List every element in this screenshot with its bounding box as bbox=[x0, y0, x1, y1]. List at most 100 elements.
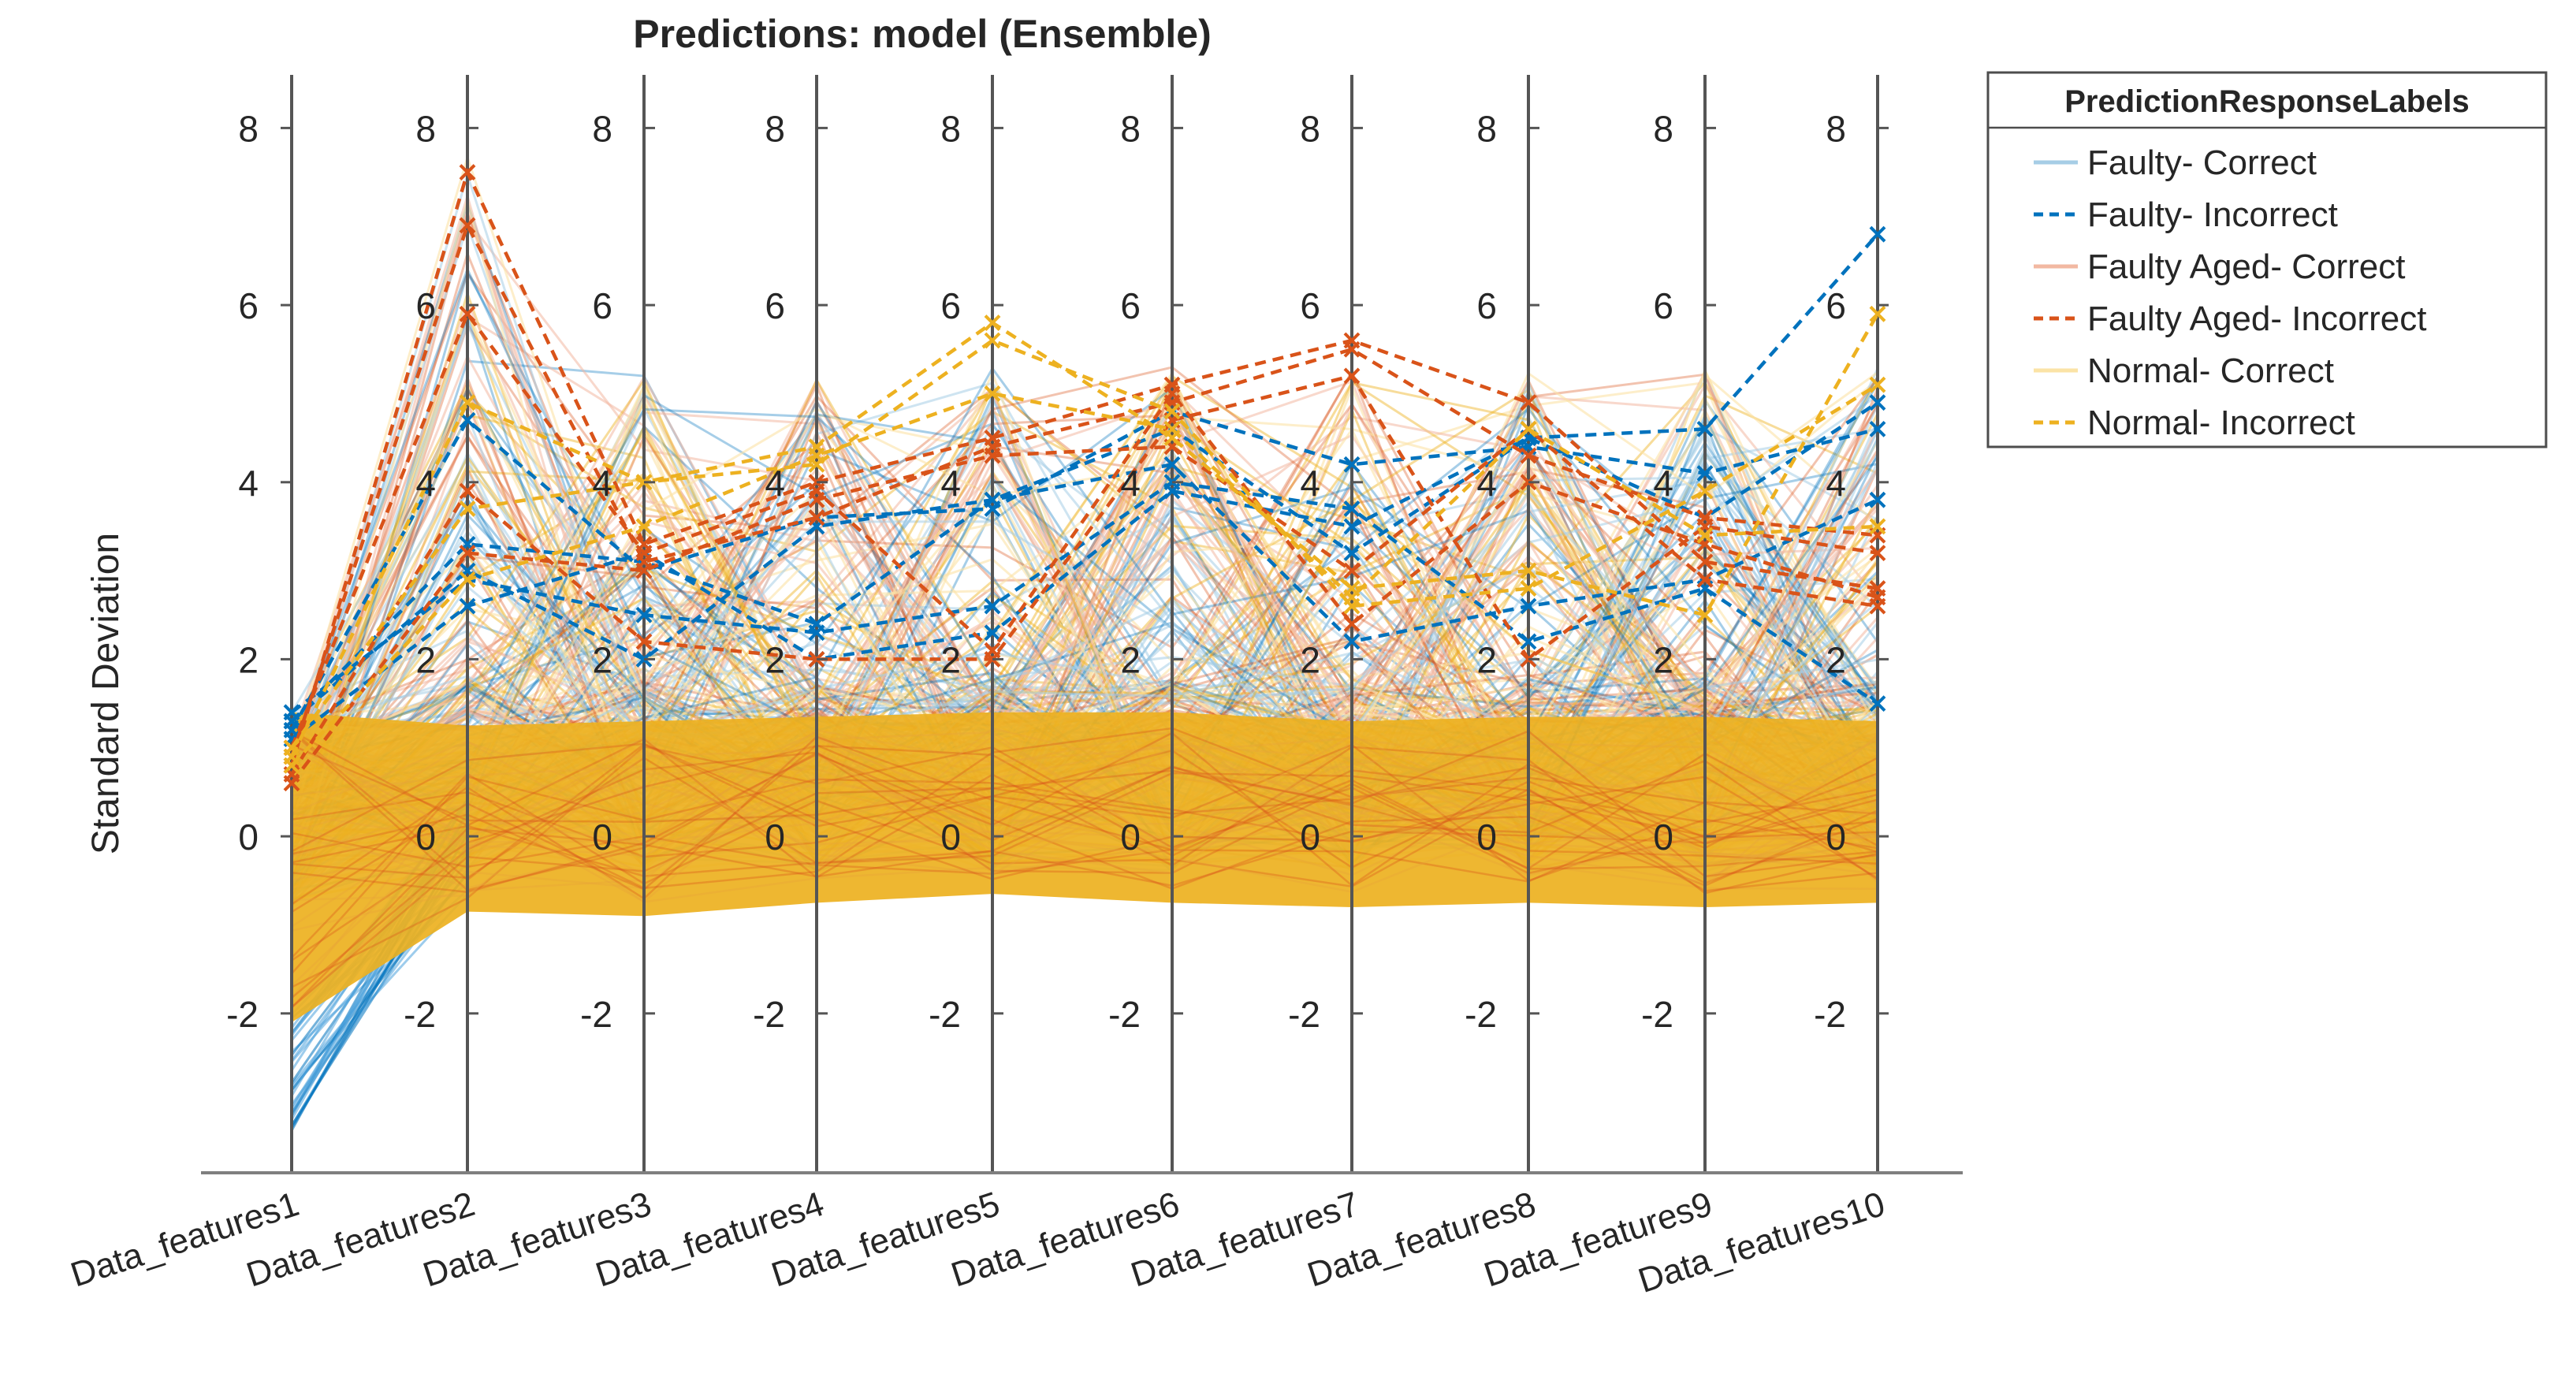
legend-entry-label: Faulty Aged- Incorrect bbox=[2087, 300, 2426, 338]
band-streak bbox=[291, 736, 1878, 932]
tick-label: 4 bbox=[1476, 463, 1497, 504]
series-marker bbox=[1869, 420, 1886, 437]
series-marker bbox=[1696, 482, 1714, 500]
band-streak bbox=[291, 729, 1878, 846]
series-marker bbox=[459, 482, 476, 500]
band-streak bbox=[291, 759, 1878, 1009]
series-marker bbox=[1163, 420, 1181, 437]
tick-label: 2 bbox=[1653, 639, 1673, 680]
series-marker bbox=[1696, 526, 1714, 544]
tick-label: 8 bbox=[1476, 108, 1497, 149]
series-marker bbox=[1869, 597, 1886, 615]
series-marker bbox=[459, 164, 476, 180]
legend[interactable]: PredictionResponseLabels Faulty- Correct… bbox=[1986, 71, 2548, 448]
background-trace bbox=[290, 474, 1879, 873]
band-streak bbox=[291, 772, 1878, 959]
series-marker bbox=[1343, 562, 1361, 579]
background-trace bbox=[290, 393, 1878, 822]
series-marker bbox=[1163, 403, 1181, 420]
series-marker bbox=[1869, 225, 1886, 243]
series-marker bbox=[1163, 482, 1181, 500]
band-streak bbox=[291, 743, 1878, 891]
tick-label: 0 bbox=[1300, 817, 1320, 858]
series-marker bbox=[283, 739, 300, 757]
band-streak bbox=[291, 752, 1878, 875]
series-marker bbox=[808, 491, 825, 508]
band-streak bbox=[291, 730, 1878, 895]
tick-label: 6 bbox=[1300, 285, 1320, 326]
tick-label: -2 bbox=[1108, 994, 1141, 1035]
tick-label: 4 bbox=[765, 463, 785, 504]
tick-label: -2 bbox=[226, 994, 259, 1035]
series-marker bbox=[984, 447, 1001, 464]
band-streak bbox=[291, 776, 1878, 975]
tick-layer: -2 0 2 4 6 8 -2 0 2 4 6 8 -2 0 2 4 6 8 -2 0 2 4 6 8 -2 0 2 4 6 8 -2 0 2 4… bbox=[226, 108, 1889, 1035]
tick-label: 4 bbox=[592, 463, 612, 504]
series-marker bbox=[635, 606, 653, 623]
series-marker bbox=[1343, 518, 1361, 535]
tick-label: 6 bbox=[415, 285, 436, 326]
band-streak bbox=[291, 735, 1878, 876]
series-line-12 bbox=[290, 338, 1879, 750]
band-streak bbox=[291, 729, 1878, 884]
band-streak bbox=[291, 793, 1878, 887]
band-streak bbox=[291, 731, 1878, 894]
series-marker bbox=[1869, 305, 1886, 322]
band-streak bbox=[291, 735, 1878, 868]
series-marker bbox=[1869, 695, 1886, 713]
tick-label: 6 bbox=[1826, 285, 1846, 326]
legend-entries: Faulty- Correct Faulty- Incorrect Faulty A… bbox=[2034, 143, 2426, 442]
band-streak bbox=[291, 743, 1878, 857]
series-marker bbox=[635, 633, 653, 650]
band-streak bbox=[291, 741, 1878, 890]
series-marker bbox=[808, 616, 825, 632]
tick-label: -2 bbox=[1814, 994, 1846, 1035]
tick-label: -2 bbox=[929, 994, 961, 1035]
series-marker bbox=[459, 597, 476, 615]
series-marker bbox=[984, 597, 1001, 615]
series-marker bbox=[1869, 394, 1886, 411]
series-marker bbox=[1343, 545, 1361, 562]
series-marker bbox=[1696, 571, 1714, 588]
band-streak bbox=[291, 736, 1878, 876]
tick-label: 2 bbox=[592, 639, 612, 680]
tick-label: 6 bbox=[1653, 285, 1673, 326]
tick-label: 8 bbox=[415, 108, 436, 149]
band-streak bbox=[291, 729, 1878, 881]
series-marker bbox=[1869, 376, 1886, 393]
band-streak bbox=[291, 743, 1878, 891]
tick-label: 6 bbox=[592, 285, 612, 326]
band-streak bbox=[291, 739, 1878, 876]
tick-label: 0 bbox=[1653, 817, 1673, 858]
band-streak bbox=[291, 757, 1878, 880]
series-marker bbox=[808, 509, 825, 526]
series-marker bbox=[1520, 580, 1537, 597]
series-marker bbox=[283, 757, 300, 774]
tick-label: 4 bbox=[238, 463, 259, 504]
background-trace bbox=[290, 196, 1879, 861]
tick-label: -2 bbox=[404, 994, 436, 1035]
series-line-10 bbox=[290, 426, 1878, 785]
band-streak bbox=[291, 731, 1878, 903]
series-marker bbox=[459, 571, 476, 588]
tick-label: 2 bbox=[1826, 639, 1846, 680]
series-marker bbox=[1343, 500, 1361, 517]
series-marker bbox=[808, 447, 825, 464]
series-marker bbox=[984, 624, 1001, 642]
series-marker bbox=[459, 217, 476, 234]
series-marker bbox=[984, 491, 1001, 508]
tick-label: 0 bbox=[765, 817, 785, 858]
tick-label: -2 bbox=[580, 994, 612, 1035]
y-axis-label: Standard Deviation bbox=[85, 533, 127, 854]
tick-label: -2 bbox=[1288, 994, 1320, 1035]
background-trace bbox=[290, 470, 1878, 841]
series-line-4 bbox=[290, 400, 1879, 741]
chart-title: Predictions: model (Ensemble) bbox=[633, 12, 1211, 56]
series-layer bbox=[283, 164, 1886, 792]
series-marker bbox=[1343, 616, 1361, 632]
series-marker bbox=[1696, 465, 1714, 482]
legend-entry-label: Faulty Aged- Correct bbox=[2087, 247, 2406, 286]
tick-label: 8 bbox=[765, 108, 785, 149]
series-marker bbox=[635, 545, 653, 562]
